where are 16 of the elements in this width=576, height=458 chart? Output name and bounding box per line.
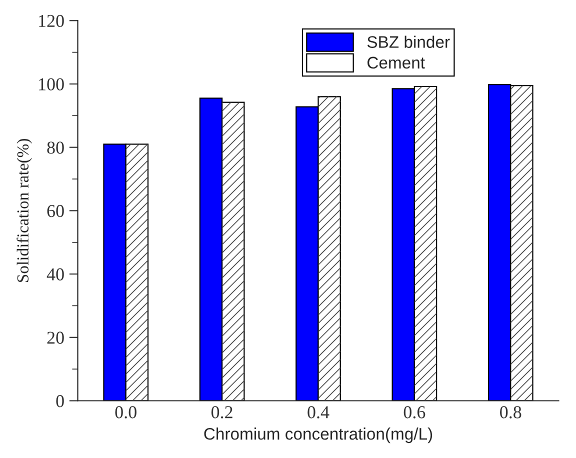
x-tick-label: 0.8 (500, 406, 522, 418)
y-tick-label: 100 (39, 78, 64, 90)
y-tick-label: 0 (56, 395, 64, 408)
x-axis-title: Chromium concentration(mg/L) (204, 428, 432, 444)
y-tick-label: 40 (46, 268, 64, 280)
y-tick-label: 20 (47, 332, 64, 344)
y-tick-label: 60 (47, 204, 64, 218)
x-tick-label: 0.0 (115, 406, 136, 418)
y-axis-title: Solidification rate(%) (16, 138, 32, 282)
y-tick-label: 80 (47, 142, 64, 154)
legend-label: Cement (368, 56, 425, 69)
x-tick-label: 0.2 (211, 406, 232, 418)
x-tick-label: 0.6 (404, 406, 426, 418)
legend-label: SBZ binder (367, 36, 450, 48)
y-tick-label: 120 (39, 14, 64, 28)
x-tick-label: 0.4 (308, 406, 330, 418)
